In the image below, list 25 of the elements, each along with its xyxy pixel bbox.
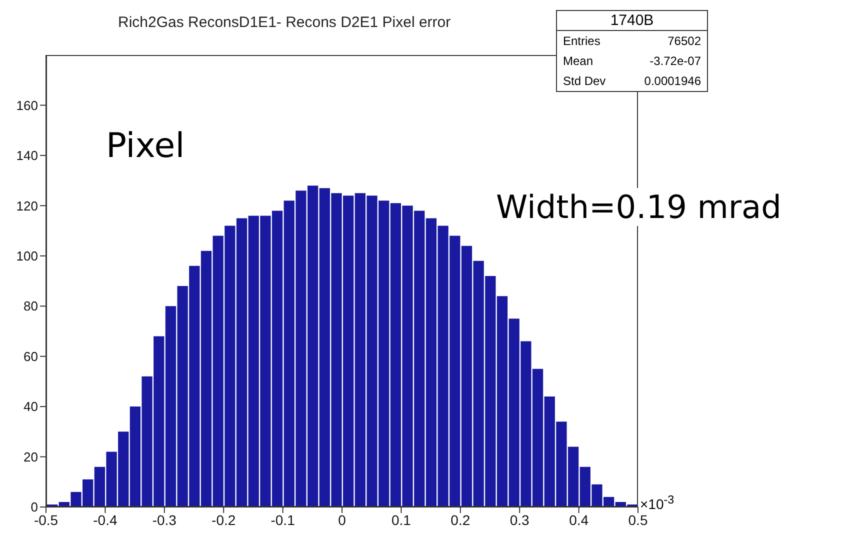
- y-tick-label: 60: [24, 348, 38, 364]
- y-tick-label: 120: [16, 198, 38, 214]
- x-tick-label: -0.2: [212, 512, 236, 528]
- x-tick-label: 0.4: [569, 512, 589, 528]
- annotation: Mean: [563, 54, 594, 68]
- x-tick-label: 0.3: [510, 512, 530, 528]
- x-tick-label: 0.2: [450, 512, 470, 528]
- annotation: Std Dev: [563, 74, 606, 88]
- annotation: Width=0.19 mrad: [496, 188, 782, 226]
- stats-box: 1740B Entries 76502 Mean -3.72e-07 Std Dev 0.0001946: [556, 10, 708, 92]
- x-tick-label: -0.3: [152, 512, 177, 528]
- x-tick-label: 0: [338, 512, 346, 528]
- chart-title: Rich2Gas ReconsD1E1- Recons D2E1 Pixel error: [118, 14, 451, 31]
- x-tick-label: 0.5: [628, 512, 648, 528]
- x-tick-label: 0.1: [391, 512, 412, 528]
- x-tick-label: -0.1: [270, 512, 296, 528]
- y-tick-label: 40: [24, 399, 38, 414]
- y-tick-label: 160: [16, 98, 38, 113]
- y-tick-label: 140: [16, 148, 38, 164]
- text: ×10$^{-3}$: [640, 493, 674, 512]
- annotation: Pixel: [106, 126, 185, 166]
- y-tick-label: 20: [24, 449, 38, 464]
- y-tick-label: 80: [24, 298, 38, 314]
- y-tick-label: 100: [16, 248, 38, 264]
- x-tick-label: -0.4: [93, 512, 118, 528]
